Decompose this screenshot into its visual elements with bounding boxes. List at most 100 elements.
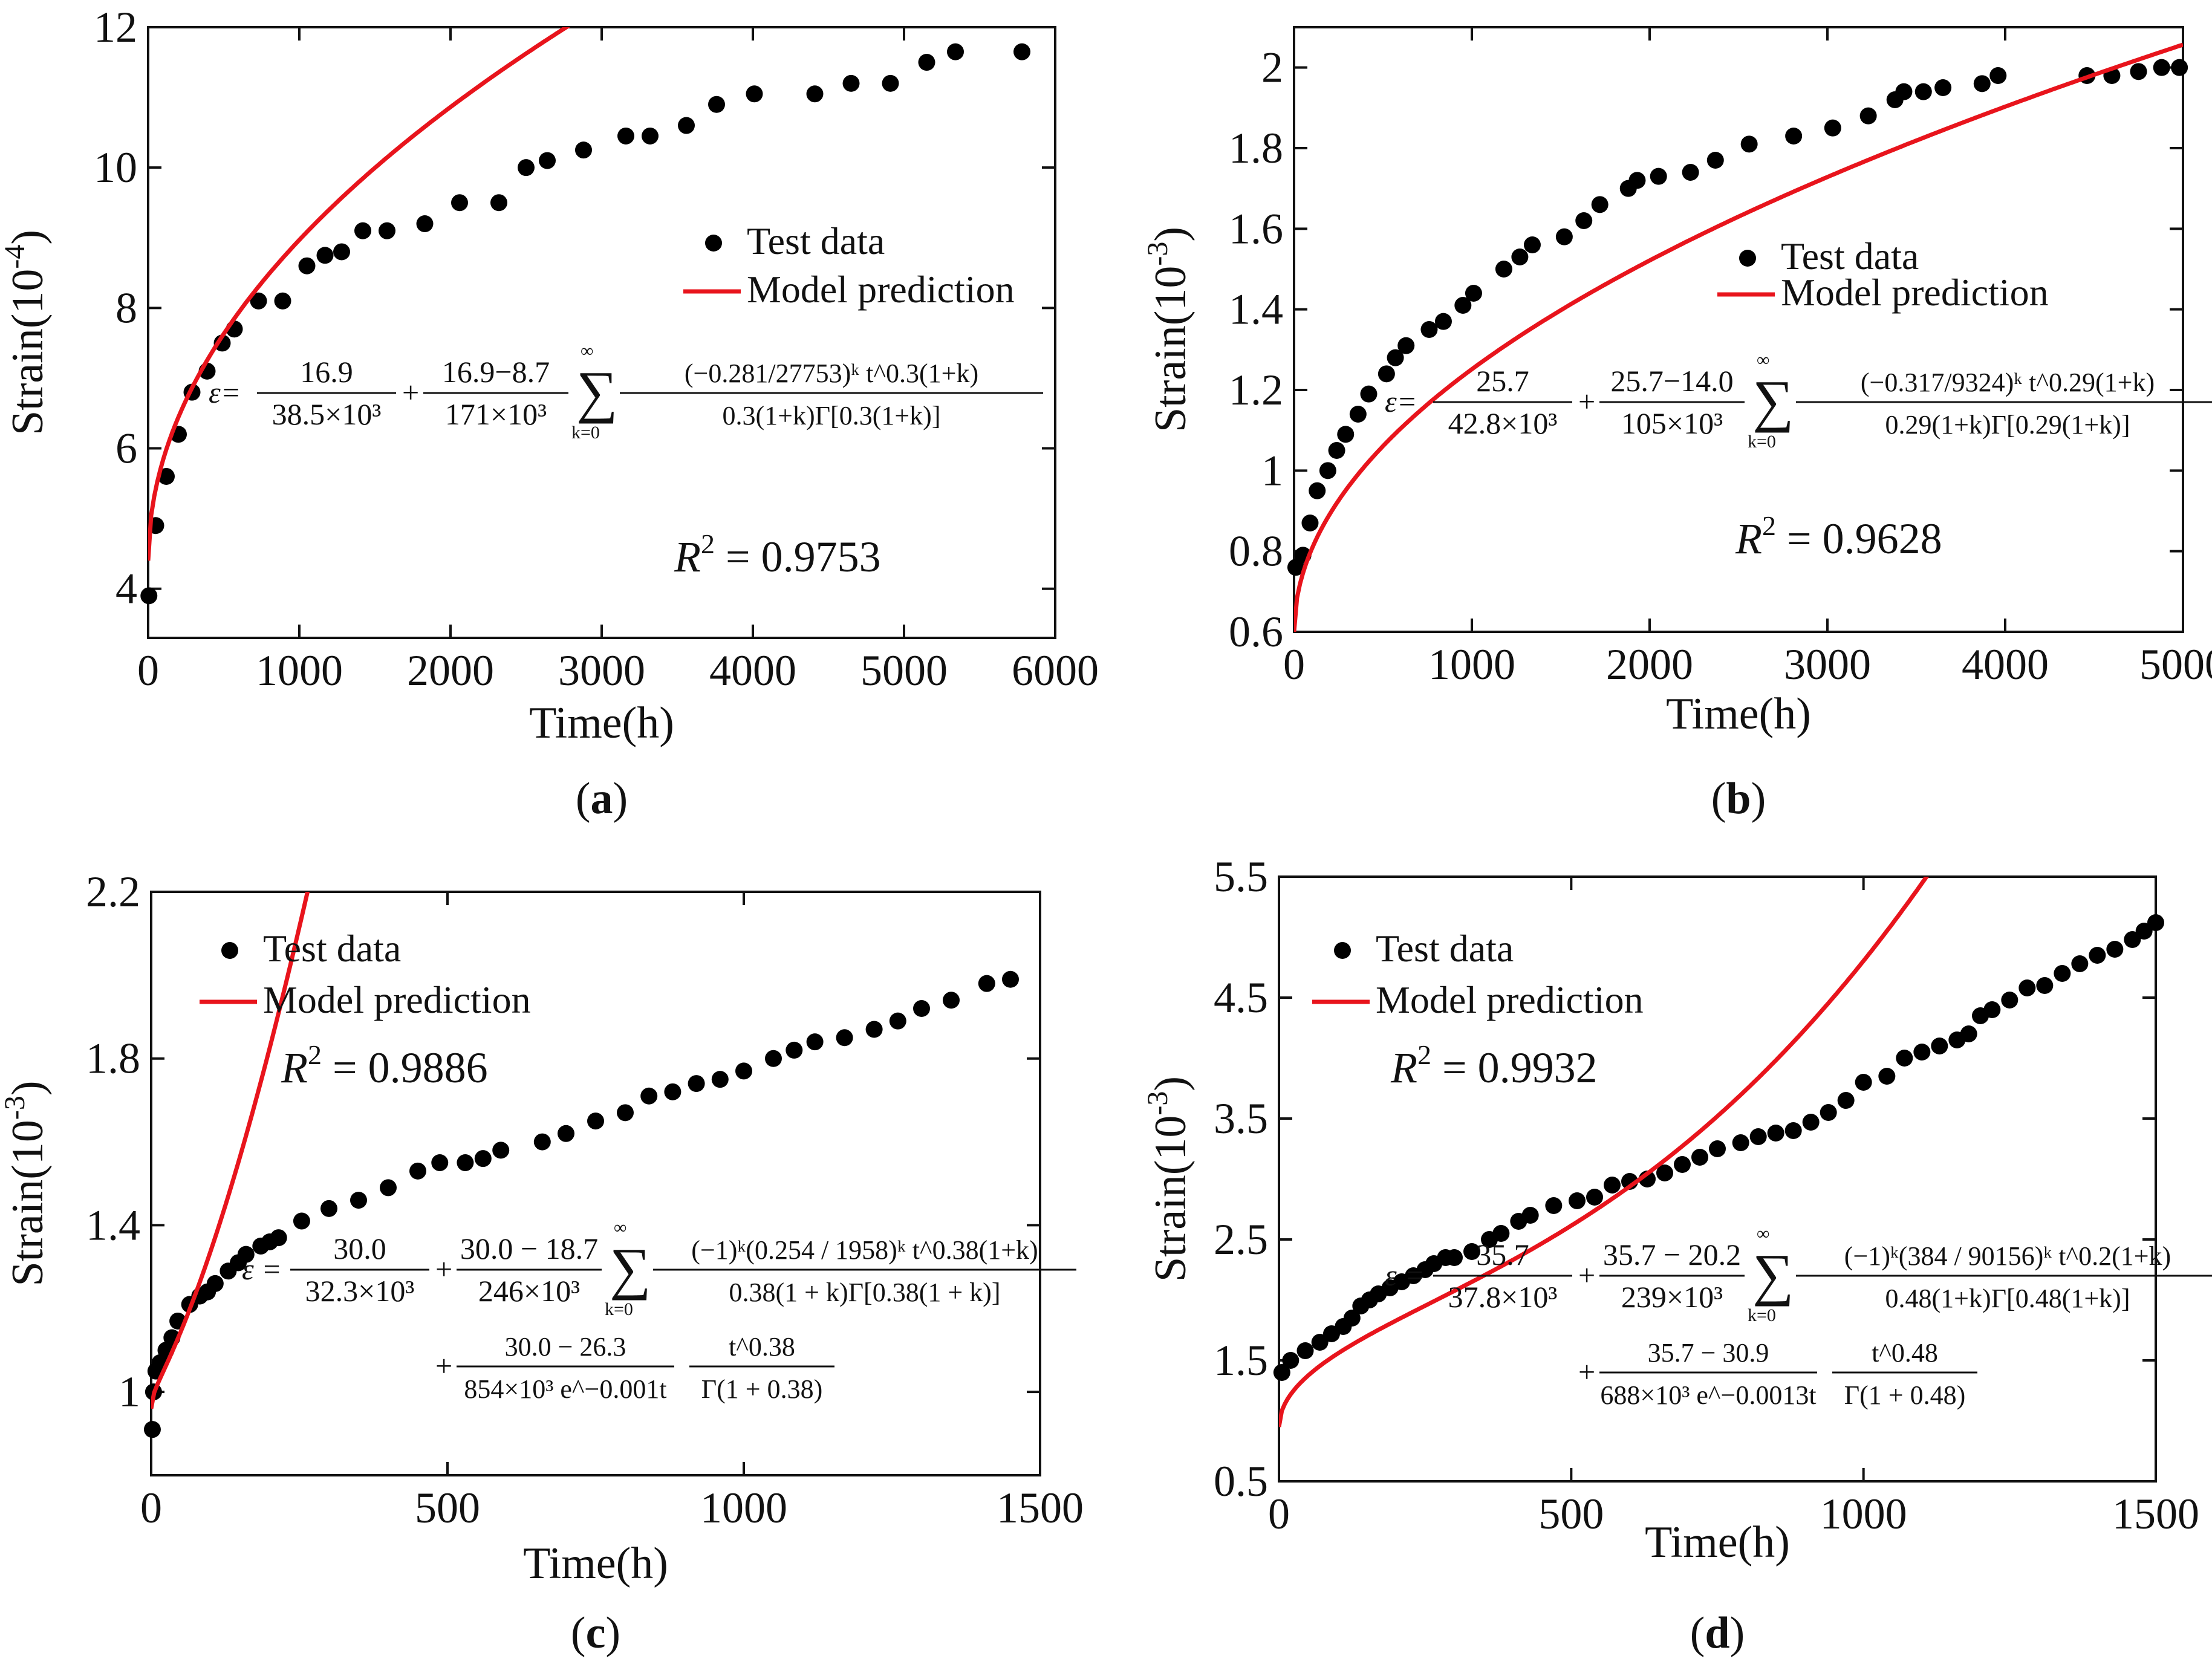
data-point	[1628, 172, 1646, 189]
x-tick-label: 1000	[1820, 1490, 1907, 1538]
eq-denominator: Γ(1 + 0.48)	[1844, 1380, 1966, 1410]
eq-numerator: 30.0 − 26.3	[505, 1332, 626, 1362]
model-equation: ε= 25.7 42.8×10³ +25.7−14.0 105×10³ ∑∞ k=0 (−0.…	[1385, 350, 2212, 452]
eq-numerator: 25.7	[1476, 364, 1529, 398]
y-tick-label: 1.8	[1229, 124, 1283, 172]
legend-marker-test-data	[1739, 250, 1756, 267]
eq-denominator: 239×10³	[1621, 1280, 1723, 1314]
y-tick-label: 1	[119, 1368, 140, 1416]
model-prediction-line	[148, 27, 571, 561]
y-tick-label: 2.2	[86, 868, 140, 916]
x-tick-label: 1000	[256, 646, 343, 695]
y-axis-label-exponent: -3	[1142, 1091, 1174, 1116]
y-tick-label: 10	[94, 143, 137, 192]
y-axis-label-text: Strain(10	[1146, 266, 1195, 432]
data-point	[1002, 970, 1019, 988]
y-tick-label: 1.4	[1229, 285, 1283, 334]
x-axis-label: Time(h)	[523, 1539, 668, 1588]
x-axis-label: Time(h)	[529, 698, 674, 748]
data-point	[316, 247, 334, 264]
data-point	[943, 992, 960, 1009]
data-point	[1446, 1249, 1463, 1266]
eq-denominator: 0.38(1 + k)Γ[0.38(1 + k)]	[729, 1278, 1001, 1307]
data-point	[2106, 941, 2124, 958]
y-tick-label: 8	[115, 284, 137, 332]
data-point	[2018, 979, 2036, 996]
y-tick-label: 1.2	[1229, 366, 1283, 414]
legend-label-test-data: Test data	[263, 927, 401, 970]
eq-sum-lower: k=0	[1748, 432, 1776, 452]
y-tick-label: 0.5	[1214, 1457, 1268, 1505]
data-point	[1785, 128, 1803, 145]
data-point	[1591, 196, 1609, 213]
panel-label: (c)	[571, 1608, 620, 1658]
eq-numerator: 30.0	[333, 1232, 386, 1265]
panel-label: (b)	[1711, 774, 1766, 823]
data-point	[2071, 955, 2089, 972]
data-point	[1434, 313, 1452, 330]
eq-denominator: 42.8×10³	[1448, 406, 1558, 440]
data-point	[1495, 261, 1512, 278]
data-point	[1767, 1125, 1784, 1142]
model-equation: ε = 30.0 32.3×10³ +30.0 − 18.7 246×10³ ∑∞ k=0 (…	[242, 1218, 1076, 1404]
eq-numerator: 35.7 − 30.9	[1648, 1338, 1769, 1368]
data-point	[270, 1229, 287, 1247]
data-point	[746, 85, 763, 103]
eq-denominator: 171×10³	[445, 397, 547, 431]
data-point	[1604, 1177, 1621, 1194]
eq-plus: +	[435, 1349, 452, 1383]
plot-frame	[150, 891, 1041, 1476]
chart-panel-b: 0 1000 2000 3000 4000 5000 0.6 0.8 1 1.2 1.4 1.6 1.8…	[1142, 26, 2212, 823]
eq-lhs: ε =	[1385, 1258, 1425, 1292]
legend-marker-test-data	[705, 235, 722, 252]
eq-sum: ∑	[610, 1236, 651, 1301]
data-point	[1575, 212, 1593, 229]
x-tick-label: 1000	[700, 1484, 787, 1532]
data-point	[1989, 67, 2007, 84]
eq-numerator: 16.9	[300, 355, 353, 389]
y-tick-label: 1.5	[1214, 1336, 1268, 1385]
data-point	[1656, 1164, 1673, 1181]
model-equation: ε = 35.7 37.8×10³ +35.7 − 20.2 239×10³ ∑∞ k=0 (…	[1385, 1224, 2212, 1410]
y-tick-label: 5.5	[1214, 853, 1268, 901]
chart-panel-a: 0 1000 2000 3000 4000 5000 6000 4 6 8 10 12 Time(h) S…	[0, 3, 1099, 823]
data-point	[786, 1041, 803, 1059]
data-point	[1349, 406, 1367, 423]
y-tick-label: 2	[1261, 44, 1283, 92]
eq-lhs: ε=	[209, 375, 241, 409]
data-point	[1732, 1134, 1749, 1151]
x-tick-label: 5000	[2139, 640, 2212, 689]
data-point	[1378, 365, 1395, 383]
chart-panel-c: 0 500 1000 1500 1 1.4 1.8 2.2 Time(h) Strain(10-3…	[0, 868, 1084, 1658]
data-point	[1802, 1114, 1820, 1131]
data-point	[640, 1087, 658, 1105]
data-point	[492, 1142, 510, 1159]
data-point	[765, 1050, 782, 1067]
data-point	[1397, 337, 1415, 354]
data-point	[1492, 1225, 1510, 1242]
data-point	[711, 1071, 729, 1088]
data-point	[409, 1162, 426, 1180]
plot-frame	[147, 26, 1056, 639]
eq-sum-lower: k=0	[571, 423, 600, 443]
data-point	[1855, 1074, 1872, 1091]
plot-frame	[1278, 875, 2157, 1483]
data-point	[293, 1212, 310, 1230]
data-point	[642, 127, 659, 145]
data-point	[1463, 1243, 1480, 1260]
x-tick-label: 2000	[1606, 640, 1693, 689]
data-point	[380, 1179, 397, 1197]
eq-denominator: 246×10³	[478, 1274, 580, 1308]
data-point	[842, 74, 860, 92]
data-point	[2036, 977, 2054, 994]
data-point	[617, 1104, 634, 1122]
data-point	[1824, 119, 1841, 137]
eq-denominator: 37.8×10³	[1448, 1280, 1558, 1314]
data-point	[1586, 1189, 1603, 1206]
data-point	[1511, 248, 1529, 265]
legend-label-model: Model prediction	[263, 978, 531, 1021]
data-point	[1523, 236, 1541, 253]
data-point	[457, 1154, 474, 1172]
eq-numerator: (−1)ᵏ(384 / 90156)ᵏ t^0.2(1+k)	[1844, 1241, 2171, 1271]
y-axis-label-exponent: -3	[1142, 242, 1174, 266]
